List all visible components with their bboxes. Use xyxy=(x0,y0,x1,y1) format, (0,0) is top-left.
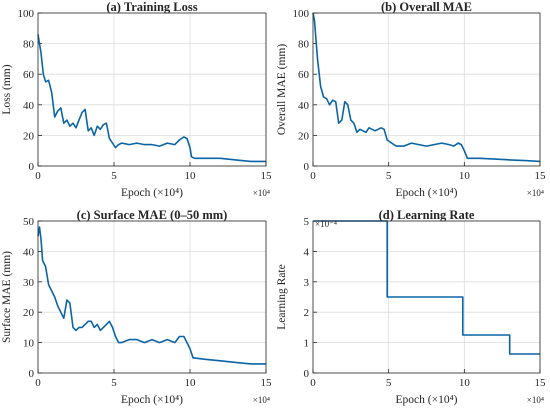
x-tick-label: 5 xyxy=(111,170,117,182)
series-line xyxy=(312,12,541,163)
x-axis-exponent: ×10⁴ xyxy=(527,395,544,405)
y-tick-label: 0 xyxy=(304,368,310,380)
x-axis-exponent: ×10⁴ xyxy=(253,188,270,198)
plot-area-frame xyxy=(312,220,541,374)
chart-panel-d: 0 1 2 3 4 5 0 5 10 15 (d) Learning Rate Epoch (×10⁴… xyxy=(276,208,546,406)
y-tick-label: 4 xyxy=(304,246,310,258)
y-axis-exponent: ×10⁻⁴ xyxy=(315,219,337,229)
y-axis-label: Learning Rate xyxy=(276,264,288,329)
x-axis-label: Epoch (×10⁴) xyxy=(121,394,183,406)
y-axis-label: Overall MAE (mm) xyxy=(276,44,288,136)
plot-area-frame xyxy=(37,220,267,374)
chart-panel-a: 0 20 40 60 80 100 0 5 10 15 (a) Training Loss Epoch… xyxy=(1,0,272,199)
y-tick-label: 40 xyxy=(298,100,310,112)
y-tick-label: 1 xyxy=(304,338,310,350)
x-tick-label: 15 xyxy=(261,170,273,182)
y-axis-label: Loss (mm) xyxy=(1,64,13,114)
y-tick-label: 2 xyxy=(304,307,310,319)
y-tick-label: 40 xyxy=(23,246,35,258)
x-tick-label: 5 xyxy=(386,377,392,389)
x-tick-label: 5 xyxy=(111,377,117,389)
x-tick-label: 0 xyxy=(35,377,41,389)
x-tick-label: 10 xyxy=(459,170,471,182)
plot-area-frame xyxy=(37,12,267,167)
x-axis-label: Epoch (×10⁴) xyxy=(121,187,183,199)
x-tick-label: 15 xyxy=(535,377,547,389)
series-line xyxy=(313,220,540,355)
x-tick-label: 10 xyxy=(185,377,197,389)
x-axis-label: Epoch (×10⁴) xyxy=(396,187,458,199)
chart-panel-b: 0 20 40 60 80 100 0 5 10 15 (b) Overall MAE Epoch (… xyxy=(276,0,546,199)
y-tick-label: 30 xyxy=(23,277,35,289)
y-tick-label: 20 xyxy=(298,130,310,142)
y-tick-label: 10 xyxy=(23,338,35,350)
y-tick-label: 20 xyxy=(23,307,35,319)
chart-title: (b) Overall MAE xyxy=(381,0,472,14)
series-line xyxy=(37,34,266,163)
chart-title: (c) Surface MAE (0–50 mm) xyxy=(77,208,228,222)
x-axis-label: Epoch (×10⁴) xyxy=(396,394,458,406)
y-tick-label: 80 xyxy=(298,39,310,51)
x-tick-label: 0 xyxy=(310,170,316,182)
y-tick-label: 0 xyxy=(29,368,35,380)
chart-title: (d) Learning Rate xyxy=(379,208,475,222)
y-tick-label: 0 xyxy=(304,161,310,173)
chart-title: (a) Training Loss xyxy=(106,0,197,14)
y-tick-label: 40 xyxy=(23,100,35,112)
y-tick-label: 3 xyxy=(304,277,310,289)
x-tick-label: 15 xyxy=(535,170,547,182)
y-tick-label: 5 xyxy=(304,216,310,228)
chart-panel-c: 0 10 20 30 40 50 0 5 10 15 (c) Surface MAE (0–50 m… xyxy=(1,208,272,406)
y-tick-label: 100 xyxy=(18,8,35,20)
series-line xyxy=(37,226,266,365)
x-tick-label: 10 xyxy=(185,170,197,182)
plot-area-frame xyxy=(312,12,541,167)
x-axis-exponent: ×10⁴ xyxy=(527,188,544,198)
y-tick-label: 60 xyxy=(298,69,310,81)
y-tick-label: 80 xyxy=(23,39,35,51)
x-tick-label: 0 xyxy=(310,377,316,389)
y-tick-label: 0 xyxy=(29,161,35,173)
x-tick-label: 5 xyxy=(386,170,392,182)
y-tick-label: 60 xyxy=(23,69,35,81)
x-tick-label: 15 xyxy=(261,377,273,389)
y-axis-label: Surface MAE (mm) xyxy=(1,251,13,343)
x-tick-label: 0 xyxy=(35,170,41,182)
x-tick-label: 10 xyxy=(459,377,471,389)
y-tick-label: 100 xyxy=(293,8,310,20)
x-axis-exponent: ×10⁴ xyxy=(253,395,270,405)
y-tick-label: 20 xyxy=(23,130,35,142)
y-tick-label: 50 xyxy=(23,216,35,228)
